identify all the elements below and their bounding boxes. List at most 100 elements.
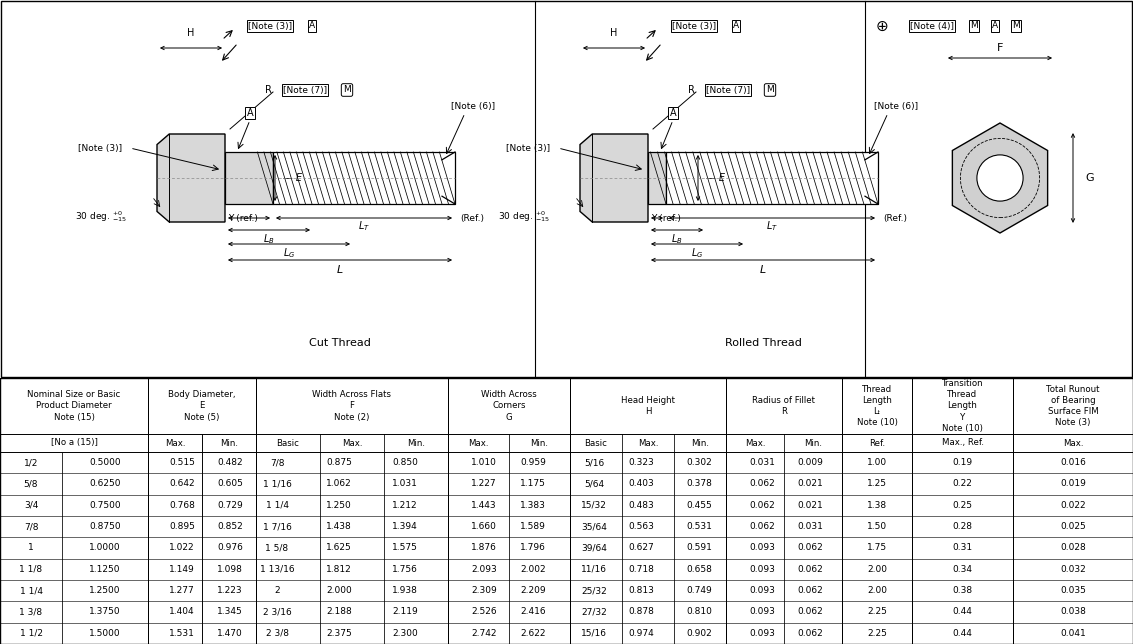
Text: A: A	[309, 21, 315, 30]
Text: Body Diameter,
E
Note (5): Body Diameter, E Note (5)	[168, 390, 236, 422]
Text: 2.188: 2.188	[326, 607, 352, 616]
Text: 27/32: 27/32	[581, 607, 607, 616]
Text: 0.515: 0.515	[169, 458, 195, 467]
Text: F: F	[997, 43, 1003, 53]
Text: 30 deg. $^{+0}_{-15}$: 30 deg. $^{+0}_{-15}$	[75, 209, 127, 225]
Text: 2.002: 2.002	[520, 565, 546, 574]
Text: 0.009: 0.009	[796, 458, 823, 467]
Bar	[648, 152, 666, 204]
Text: 1: 1	[28, 544, 34, 553]
Text: [No a (15)]: [No a (15)]	[51, 439, 97, 448]
Text: Max.: Max.	[744, 439, 765, 448]
Text: 0.093: 0.093	[749, 586, 775, 595]
Text: 0.019: 0.019	[1060, 480, 1085, 489]
Text: Min.: Min.	[530, 439, 548, 448]
Text: Y (ref.): Y (ref.)	[228, 214, 258, 222]
Text: 1.575: 1.575	[392, 544, 418, 553]
Text: 1.438: 1.438	[326, 522, 352, 531]
Text: 0.850: 0.850	[392, 458, 418, 467]
Text: 0.902: 0.902	[687, 629, 712, 638]
Text: $L_T$: $L_T$	[358, 219, 370, 233]
Text: 0.062: 0.062	[798, 607, 823, 616]
Text: 1.010: 1.010	[471, 458, 497, 467]
Text: 1.212: 1.212	[392, 501, 418, 510]
Text: G: G	[1085, 173, 1093, 183]
Text: 0.34: 0.34	[952, 565, 972, 574]
Text: R: R	[688, 85, 695, 95]
Text: 1.75: 1.75	[867, 544, 887, 553]
Text: 5/8: 5/8	[24, 480, 39, 489]
Text: $L_G$: $L_G$	[691, 246, 704, 260]
Text: 0.062: 0.062	[798, 586, 823, 595]
Text: 1.175: 1.175	[520, 480, 546, 489]
Bar	[666, 152, 878, 204]
Text: 1.50: 1.50	[867, 522, 887, 531]
Polygon shape	[580, 134, 648, 222]
Text: 1.660: 1.660	[471, 522, 497, 531]
Text: 0.021: 0.021	[798, 480, 823, 489]
Text: 39/64: 39/64	[581, 544, 607, 553]
Text: 2.416: 2.416	[520, 607, 546, 616]
Text: Radius of Fillet
R: Radius of Fillet R	[752, 396, 816, 416]
Text: 2.25: 2.25	[867, 607, 887, 616]
Text: 2.25: 2.25	[867, 629, 887, 638]
Text: Min.: Min.	[691, 439, 709, 448]
Text: 1.938: 1.938	[392, 586, 418, 595]
Text: 0.323: 0.323	[628, 458, 654, 467]
Text: 1.3750: 1.3750	[90, 607, 121, 616]
Text: 0.627: 0.627	[628, 544, 654, 553]
Text: 0.563: 0.563	[628, 522, 654, 531]
Text: 1.625: 1.625	[326, 544, 352, 553]
Text: Head Height
H: Head Height H	[621, 396, 675, 416]
Text: 1 1/4: 1 1/4	[265, 501, 289, 510]
Text: 0.093: 0.093	[749, 629, 775, 638]
Text: 1.531: 1.531	[169, 629, 195, 638]
Text: 1.022: 1.022	[169, 544, 195, 553]
Text: 0.031: 0.031	[796, 522, 823, 531]
Text: Rolled Thread: Rolled Thread	[725, 338, 801, 348]
Text: 1.2500: 1.2500	[90, 586, 121, 595]
Text: 0.455: 0.455	[687, 501, 712, 510]
Text: 1.149: 1.149	[169, 565, 195, 574]
Text: 15/16: 15/16	[581, 629, 607, 638]
Text: Max.: Max.	[638, 439, 658, 448]
Text: 0.810: 0.810	[687, 607, 712, 616]
Text: 0.062: 0.062	[749, 501, 775, 510]
Text: Transition
Thread
Length
Y
Note (10): Transition Thread Length Y Note (10)	[942, 379, 983, 433]
Text: [Note (6)]: [Note (6)]	[451, 102, 495, 111]
Text: 0.718: 0.718	[628, 565, 654, 574]
Bar	[225, 152, 273, 204]
Text: Max.: Max.	[468, 439, 488, 448]
Text: 1.0000: 1.0000	[90, 544, 121, 553]
Text: $L$: $L$	[337, 263, 343, 275]
Text: A: A	[733, 21, 739, 30]
Text: Ref.: Ref.	[869, 439, 885, 448]
Text: 0.482: 0.482	[218, 458, 242, 467]
Text: 1.227: 1.227	[471, 480, 496, 489]
Text: A: A	[991, 21, 998, 30]
Text: Max., Ref.: Max., Ref.	[942, 439, 983, 448]
Text: 1 7/16: 1 7/16	[263, 522, 291, 531]
Text: 0.976: 0.976	[218, 544, 242, 553]
Text: 0.22: 0.22	[952, 480, 972, 489]
Text: [Note (4)]: [Note (4)]	[910, 21, 954, 30]
Text: 1.25: 1.25	[867, 480, 887, 489]
Text: 30 deg. $^{+0}_{-15}$: 30 deg. $^{+0}_{-15}$	[499, 209, 550, 225]
Text: 0.28: 0.28	[952, 522, 972, 531]
Text: A: A	[247, 108, 254, 118]
Text: Width Across Flats
F
Note (2): Width Across Flats F Note (2)	[313, 390, 392, 422]
Text: $L_T$: $L_T$	[766, 219, 778, 233]
Text: 0.302: 0.302	[687, 458, 712, 467]
Text: 0.895: 0.895	[169, 522, 195, 531]
Text: 0.7500: 0.7500	[90, 501, 121, 510]
Text: ⊕: ⊕	[876, 19, 888, 33]
Text: 1.796: 1.796	[520, 544, 546, 553]
Text: 0.813: 0.813	[628, 586, 654, 595]
Text: Basic: Basic	[276, 439, 299, 448]
Text: 0.093: 0.093	[749, 607, 775, 616]
Text: 0.531: 0.531	[687, 522, 712, 531]
Text: 0.021: 0.021	[798, 501, 823, 510]
Text: 0.768: 0.768	[169, 501, 195, 510]
Text: 2.00: 2.00	[867, 565, 887, 574]
Text: 0.31: 0.31	[952, 544, 972, 553]
